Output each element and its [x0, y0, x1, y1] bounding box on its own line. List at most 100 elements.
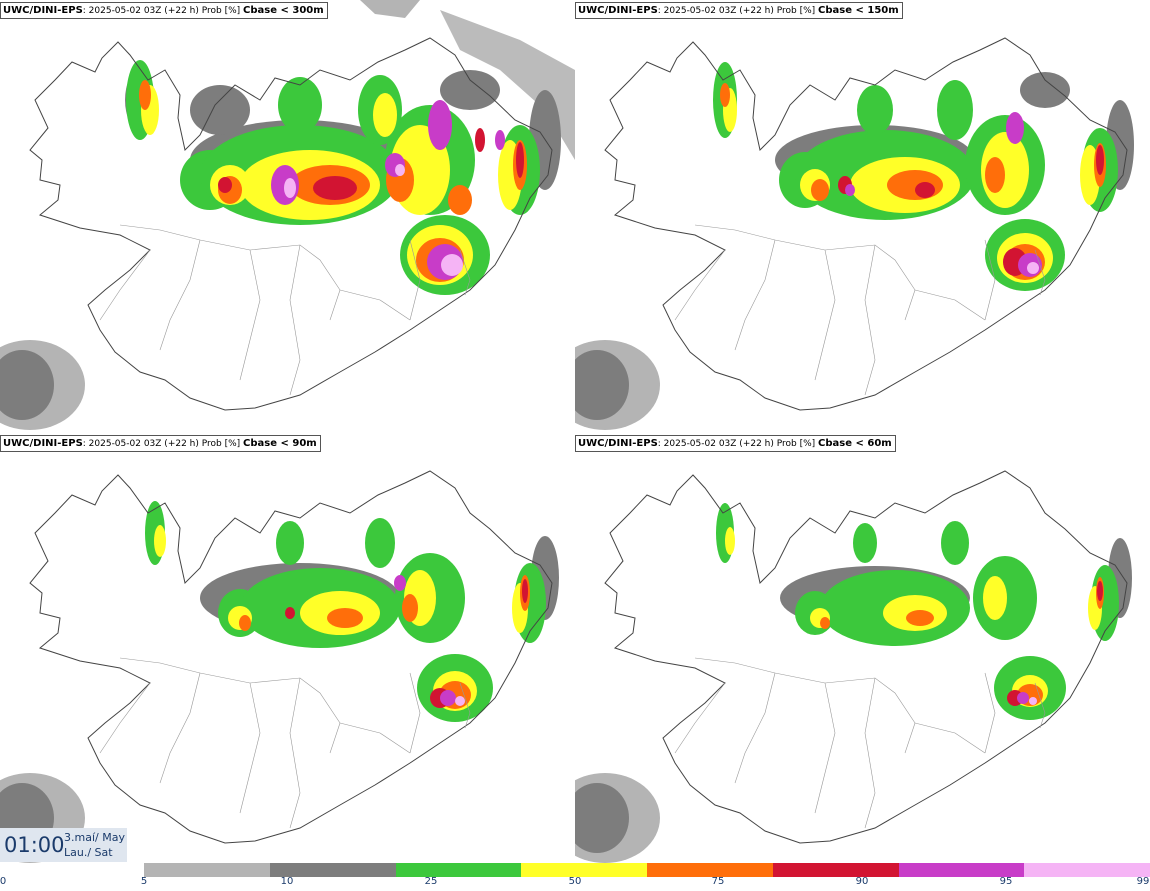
iceland-coastline [604, 37, 1128, 411]
map-panel-cbase-90: UWC/DINI-EPS: 2025-05-02 03Z (+22 h) Pro… [0, 433, 575, 863]
region-boundary [984, 672, 996, 754]
probability-blob [820, 617, 830, 629]
colorbar-segment [1024, 863, 1150, 877]
probability-blob [448, 185, 472, 215]
colorbar-tick-label: 0 [0, 876, 7, 887]
probability-blob [190, 85, 250, 135]
probability-blob [428, 100, 452, 150]
iceland-probability-map [0, 470, 559, 863]
colorbar-tick-label: 90 [855, 876, 869, 887]
probability-blobs [145, 501, 559, 722]
region-boundary [674, 249, 726, 321]
colorbar-segment [772, 863, 899, 877]
probability-blob [720, 83, 730, 107]
probability-blobs [713, 62, 1134, 291]
region-boundary [159, 672, 201, 784]
probability-blob [516, 142, 524, 178]
probability-blob [1020, 72, 1070, 108]
probability-blob [139, 80, 151, 110]
map-panel-cbase-300: UWC/DINI-EPS: 2025-05-02 03Z (+22 h) Pro… [0, 0, 575, 430]
region-boundary [119, 224, 341, 321]
probability-blob [402, 594, 418, 622]
region-boundary [99, 682, 151, 754]
valid-weekday: Lau./ Sat [64, 846, 113, 859]
colorbar-tick-label: 95 [999, 876, 1013, 887]
region-boundary [119, 657, 341, 754]
probability-blob [284, 178, 296, 198]
region-boundary [694, 657, 916, 754]
probability-blob [440, 70, 500, 110]
region-boundary [734, 672, 776, 784]
region-boundary [409, 239, 421, 321]
region-boundary [864, 244, 876, 396]
colorbar-tick-label: 50 [568, 876, 582, 887]
colorbar-segment [144, 863, 270, 877]
colorbar-tick-label: 99 [1136, 876, 1150, 887]
valid-time-box: 01:00 3.maí/ May Lau./ Sat [0, 828, 127, 862]
iceland-coastline [29, 37, 553, 411]
region-boundary [734, 239, 776, 351]
probability-blob [1006, 112, 1024, 144]
probability-blob [475, 128, 485, 152]
probability-blob [440, 690, 456, 706]
colorbar-tick-label: 25 [424, 876, 438, 887]
iceland-probability-map [575, 470, 1132, 863]
sea-fog-dark-patch [575, 350, 629, 420]
probability-blob [365, 518, 395, 568]
colorbar-tick-label: 75 [711, 876, 725, 887]
colorbar-tick-label: 10 [280, 876, 294, 887]
probability-blob [239, 615, 251, 631]
iceland-probability-map [0, 0, 575, 430]
region-boundary [984, 239, 996, 321]
sea-fog-dark-patch [575, 783, 629, 853]
map-panel-cbase-150: UWC/DINI-EPS: 2025-05-02 03Z (+22 h) Pro… [575, 0, 1150, 430]
iceland-probability-map [575, 37, 1134, 430]
probability-blob [278, 77, 322, 133]
valid-time: 01:00 [4, 833, 65, 857]
region-boundary [409, 672, 421, 754]
region-boundary [674, 682, 726, 754]
probability-blob [845, 184, 855, 196]
region-boundary [694, 224, 916, 321]
probability-blob [154, 525, 166, 557]
probability-blob [276, 521, 304, 565]
colorbar-segment [521, 863, 647, 877]
probability-blob [522, 579, 528, 603]
panel-title: UWC/DINI-EPS: 2025-05-02 03Z (+22 h) Pro… [0, 2, 328, 19]
probability-blob [1097, 581, 1103, 601]
probability-blob [1027, 262, 1039, 274]
probability-blob [937, 80, 973, 140]
region-boundary [99, 249, 151, 321]
valid-date: 3.maí/ May [64, 831, 125, 844]
probability-blob [285, 607, 295, 619]
region-boundary [459, 249, 471, 296]
sea-fog-dark-patch [0, 350, 54, 420]
probability-blob [327, 608, 363, 628]
region-boundary [239, 249, 261, 381]
probability-blob [983, 576, 1007, 620]
probability-blob [218, 177, 232, 193]
region-boundary [289, 244, 301, 396]
panel-title: UWC/DINI-EPS: 2025-05-02 03Z (+22 h) Pro… [575, 435, 896, 452]
colorbar-segment [269, 863, 396, 877]
probability-blob [906, 610, 934, 626]
region-boundary [864, 677, 876, 829]
iceland-coastline [604, 470, 1128, 844]
probability-blob [455, 696, 465, 706]
probability-blob [725, 527, 735, 555]
panel-title: UWC/DINI-EPS: 2025-05-02 03Z (+22 h) Pro… [0, 435, 321, 452]
region-boundary [814, 249, 836, 381]
colorbar-segment [395, 863, 522, 877]
probability-blob [985, 157, 1005, 193]
region-boundary [159, 239, 201, 351]
sea-fog-light-patch [360, 0, 420, 18]
probability-blob [941, 521, 969, 565]
sea-fog-light-patch [440, 10, 575, 160]
colorbar-segment [898, 863, 1025, 877]
probability-blob [495, 130, 505, 150]
probability-blob [373, 93, 397, 137]
probability-blob [857, 85, 893, 135]
probability-blob [1017, 692, 1029, 704]
map-panel-cbase-60: UWC/DINI-EPS: 2025-05-02 03Z (+22 h) Pro… [575, 433, 1150, 863]
region-boundary [1034, 682, 1046, 729]
